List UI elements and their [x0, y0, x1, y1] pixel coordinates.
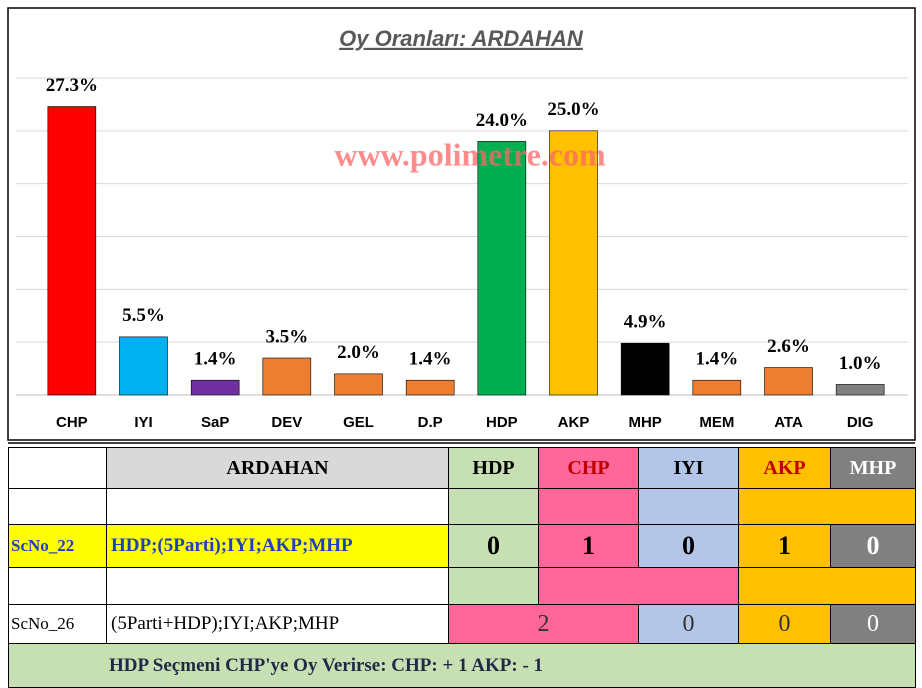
data-label: 1.4% [194, 349, 237, 370]
x-tick-label: ATA [774, 414, 803, 431]
row-name: (5Parti+HDP);IYI;AKP;MHP [106, 604, 449, 644]
data-label: 2.6% [767, 336, 810, 357]
x-tick-label: DIG [847, 414, 874, 431]
row-label: ScNo_26 [8, 604, 107, 644]
x-tick-label: CHP [56, 414, 88, 431]
cell-value: 0 [830, 604, 916, 644]
bar [334, 373, 383, 396]
row-label: ScNo_22 [8, 524, 107, 568]
cell-value: 0 [638, 604, 739, 644]
x-tick-label: SaP [201, 414, 229, 431]
header-cell: HDP [448, 447, 539, 489]
data-label: 3.5% [265, 326, 308, 347]
watermark: www.polimetre.com [334, 136, 606, 172]
bar [549, 130, 598, 396]
x-tick-label: GEL [343, 414, 374, 431]
empty-cell [106, 567, 449, 605]
cell-value: 0 [738, 604, 831, 644]
data-label: 5.5% [122, 305, 165, 326]
data-label: 1.4% [409, 349, 452, 370]
empty-cell [538, 567, 739, 605]
data-label: 4.9% [624, 312, 667, 333]
bar [119, 336, 168, 396]
x-tick-label: IYI [134, 414, 152, 431]
empty-cell [448, 567, 539, 605]
cell-value: 1 [538, 524, 639, 568]
bar [764, 367, 813, 396]
x-tick-label: D.P [418, 414, 443, 431]
bar [620, 342, 670, 396]
header-cell: CHP [538, 447, 639, 489]
cell-value: 0 [830, 524, 916, 568]
bar [190, 379, 240, 396]
empty-cell [8, 488, 107, 525]
bar [262, 357, 312, 396]
bars: CHP 27.3% IYI 5.5% SaP 1.4% DEV 3.5% GEL 2.0% D.P 1… [46, 75, 885, 431]
x-tick-label: HDP [486, 414, 518, 431]
bar [835, 384, 885, 396]
header-cell: AKP [738, 447, 831, 489]
cell-value: 0 [448, 524, 539, 568]
empty-cell [448, 488, 539, 525]
x-tick-label: MHP [628, 414, 661, 431]
empty-cell [8, 447, 107, 489]
empty-cell [738, 488, 916, 525]
chart-title: Oy Oranları: ARDAHAN [339, 26, 584, 51]
data-label: 27.3% [46, 75, 98, 96]
empty-cell [738, 567, 916, 605]
data-label: 1.4% [695, 349, 738, 370]
bar [477, 141, 527, 396]
row-name: HDP;(5Parti);IYI;AKP;MHP [106, 524, 449, 568]
cell-value: 0 [638, 524, 739, 568]
footer-note: HDP Seçmeni CHP'ye Oy Verirse: CHP: + 1 … [8, 643, 916, 688]
empty-cell [8, 567, 107, 605]
cell-value: 2 [448, 604, 639, 644]
empty-cell [638, 488, 739, 525]
bar [692, 379, 742, 396]
data-label: 25.0% [547, 99, 599, 120]
bar [47, 106, 97, 396]
chart: Oy Oranları: ARDAHAN CHP 27.3% IYI 5.5% SaP 1… [7, 7, 916, 444]
header-cell: MHP [830, 447, 916, 489]
header-cell: ARDAHAN [106, 447, 449, 489]
data-label: 2.0% [337, 342, 380, 363]
empty-cell [538, 488, 639, 525]
data-label: 24.0% [476, 110, 528, 131]
header-cell: IYI [638, 447, 739, 489]
bar [405, 379, 455, 396]
x-tick-label: AKP [558, 414, 590, 431]
x-tick-label: MEM [699, 414, 734, 431]
empty-cell [106, 488, 449, 525]
scenario-table: ARDAHAN HDP CHP IYI AKP MHP ScNo_22 HDP;… [8, 447, 916, 688]
data-label: 1.0% [839, 353, 882, 374]
cell-value: 1 [738, 524, 831, 568]
x-tick-label: DEV [271, 414, 302, 431]
